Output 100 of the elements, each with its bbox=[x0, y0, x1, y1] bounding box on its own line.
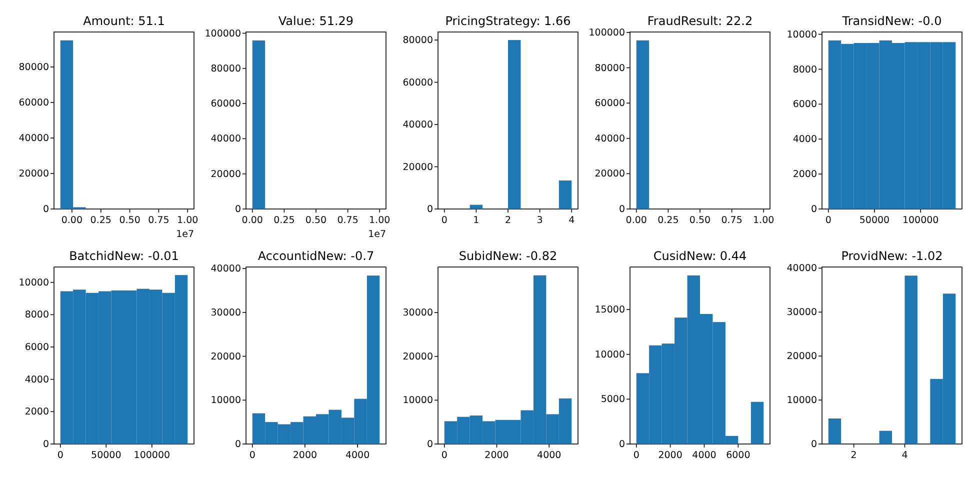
y-tick-label: 0 bbox=[234, 439, 241, 450]
y-tick-label: 40000 bbox=[786, 263, 817, 274]
y-tick-label: 20000 bbox=[786, 351, 817, 362]
y-tick-label: 10000 bbox=[210, 395, 241, 406]
x-tick-label: 100000 bbox=[902, 215, 939, 226]
y-tick-label: 40000 bbox=[402, 120, 433, 131]
y-tick-label: 20000 bbox=[402, 162, 433, 173]
y-tick-label: 20000 bbox=[210, 168, 241, 180]
x-tick-label: 1 bbox=[473, 215, 480, 226]
x-tick-label: 6000 bbox=[726, 450, 750, 461]
x-tick-label: 2000 bbox=[658, 450, 682, 461]
y-tick-label: 2000 bbox=[792, 169, 817, 180]
x-tick-label: 0 bbox=[57, 450, 64, 461]
text: 1e7 bbox=[176, 229, 194, 240]
x-tick-label: 0.25 bbox=[658, 215, 679, 226]
y-tick-label: 30000 bbox=[402, 308, 433, 319]
x-tick-label: 0.00 bbox=[61, 215, 83, 226]
chart-title: ProvidNew: -1.02 bbox=[841, 249, 943, 263]
x-tick-label: 100000 bbox=[134, 450, 170, 461]
x-tick-label: 0.75 bbox=[337, 215, 358, 226]
x-tick-label: 0 bbox=[441, 450, 448, 461]
x-tick-label: 50000 bbox=[859, 215, 890, 226]
y-tick-label: 60000 bbox=[210, 98, 241, 110]
y-tick-label: 60000 bbox=[594, 98, 625, 110]
y-tick-label: 60000 bbox=[402, 77, 433, 88]
x-tick-label: 4 bbox=[568, 215, 575, 226]
y-tick-label: 20000 bbox=[402, 351, 433, 362]
y-tick-label: 30000 bbox=[210, 307, 241, 318]
y-tick-label: 5000 bbox=[600, 394, 625, 406]
x-tick-label: 2000 bbox=[292, 450, 318, 461]
chart-title: TransidNew: -0.0 bbox=[841, 14, 942, 28]
y-tick-label: 10000 bbox=[594, 349, 625, 360]
x-tick-label: 2 bbox=[504, 215, 512, 226]
y-tick-label: 10000 bbox=[18, 277, 49, 288]
y-tick-label: 10000 bbox=[402, 395, 433, 406]
y-tick-label: 0 bbox=[810, 439, 817, 450]
y-tick-label: 0 bbox=[42, 204, 49, 216]
x-tick-label: 0.50 bbox=[689, 215, 711, 226]
chart-title: Amount: 51.1 bbox=[83, 14, 165, 28]
x-tick-label: 1.00 bbox=[177, 215, 198, 226]
y-tick-label: 6000 bbox=[792, 99, 817, 110]
x-tick-label: 0 bbox=[441, 215, 448, 226]
y-tick-label: 40000 bbox=[594, 133, 625, 144]
y-tick-label: 2000 bbox=[24, 406, 49, 418]
chart-title: CusidNew: 0.44 bbox=[653, 249, 747, 263]
y-tick-label: 10000 bbox=[786, 395, 817, 406]
y-tick-label: 100000 bbox=[588, 27, 625, 38]
y-tick-label: 80000 bbox=[18, 62, 49, 74]
x-tick-label: 50000 bbox=[91, 450, 122, 461]
x-tick-label: 1.00 bbox=[753, 215, 774, 226]
x-tick-label: 0 bbox=[249, 450, 256, 461]
y-tick-label: 4000 bbox=[24, 374, 49, 386]
y-tick-label: 80000 bbox=[402, 35, 433, 46]
chart-title: FraudResult: 22.2 bbox=[647, 14, 753, 28]
y-tick-label: 0 bbox=[42, 439, 49, 450]
text: 1e7 bbox=[368, 229, 386, 240]
x-tick-label: 0.00 bbox=[242, 215, 263, 226]
y-tick-label: 0 bbox=[618, 204, 625, 216]
y-tick-label: 40000 bbox=[210, 264, 241, 275]
chart-title: Value: 51.29 bbox=[278, 14, 354, 28]
x-tick-label: 1.00 bbox=[369, 215, 390, 226]
y-tick-label: 4000 bbox=[792, 134, 817, 146]
y-tick-label: 10000 bbox=[786, 29, 817, 40]
x-tick-label: 4000 bbox=[345, 450, 370, 461]
y-tick-label: 0 bbox=[234, 204, 241, 216]
y-tick-label: 40000 bbox=[210, 134, 241, 145]
y-tick-label: 30000 bbox=[786, 307, 817, 318]
y-tick-label: 0 bbox=[426, 204, 433, 216]
x-tick-label: 0.50 bbox=[305, 215, 327, 226]
y-tick-label: 40000 bbox=[18, 133, 49, 144]
y-tick-label: 80000 bbox=[594, 62, 625, 74]
x-tick-label: 0.25 bbox=[274, 215, 295, 226]
x-tick-label: 2000 bbox=[484, 450, 509, 461]
x-tick-label: 4000 bbox=[692, 450, 716, 461]
x-tick-label: 0.75 bbox=[721, 215, 742, 226]
y-tick-label: 20000 bbox=[594, 168, 625, 180]
chart-title: PricingStrategy: 1.66 bbox=[445, 14, 571, 28]
y-tick-label: 20000 bbox=[210, 351, 241, 362]
y-tick-label: 0 bbox=[618, 439, 625, 450]
chart-title: SubidNew: -0.82 bbox=[458, 249, 558, 263]
x-tick-label: 0 bbox=[825, 215, 832, 226]
x-tick-label: 0.25 bbox=[90, 215, 112, 226]
y-tick-label: 0 bbox=[810, 204, 817, 216]
y-tick-label: 20000 bbox=[18, 168, 49, 180]
y-tick-label: 0 bbox=[426, 439, 433, 450]
x-tick-label: 0.75 bbox=[148, 215, 170, 226]
y-tick-label: 6000 bbox=[24, 342, 49, 354]
y-tick-label: 8000 bbox=[24, 310, 49, 321]
y-tick-label: 15000 bbox=[594, 304, 625, 316]
chart-title: AccountidNew: -0.7 bbox=[258, 249, 374, 263]
y-tick-label: 8000 bbox=[792, 64, 817, 76]
x-tick-label: 2 bbox=[850, 450, 857, 461]
x-tick-label: 0 bbox=[633, 450, 640, 461]
y-tick-label: 100000 bbox=[204, 28, 241, 40]
x-tick-label: 4000 bbox=[537, 450, 562, 461]
chart-title: BatchidNew: -0.01 bbox=[69, 249, 179, 263]
y-tick-label: 60000 bbox=[18, 98, 49, 109]
x-tick-label: 0.00 bbox=[626, 215, 647, 226]
x-tick-label: 0.50 bbox=[119, 215, 140, 226]
x-tick-label: 3 bbox=[536, 215, 543, 226]
